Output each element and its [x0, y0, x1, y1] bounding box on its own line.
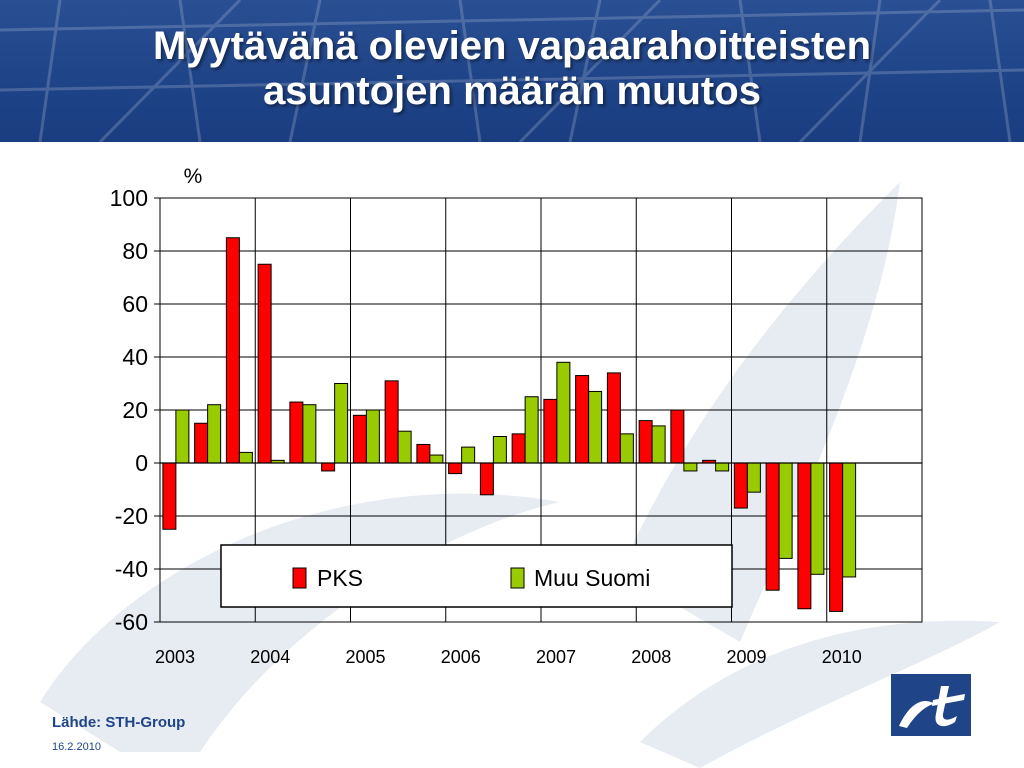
bar-pks	[797, 462, 812, 610]
legend-label-muu-suomi: Muu Suomi	[534, 565, 650, 591]
slide-date: 16.2.2010	[52, 741, 101, 753]
y-tick-label: 40	[122, 344, 148, 370]
bar-pks	[416, 443, 431, 464]
bar-pks	[479, 462, 494, 496]
bar-muu-suomi	[810, 462, 825, 575]
bar-muu-suomi	[429, 454, 444, 464]
bar-muu-suomi	[746, 462, 761, 493]
bar-muu-suomi	[207, 404, 222, 464]
bar-muu-suomi	[683, 462, 698, 472]
bar-pks	[638, 420, 653, 464]
y-axis-tick-labels: 100 80 60 40 20 0 -20 -40 -60	[110, 185, 148, 635]
bar-pks	[448, 462, 463, 475]
x-tick-label: 2009	[726, 647, 766, 667]
bar-muu-suomi	[238, 451, 253, 464]
bar-muu-suomi	[365, 409, 380, 464]
bar-pks	[352, 414, 367, 464]
x-tick-label: 2005	[345, 647, 385, 667]
y-tick-label: 0	[135, 450, 148, 476]
bar-muu-suomi	[524, 396, 539, 464]
x-axis-tick-labels: 2003 2004 2005 2006 2007 2008 2009 2010	[155, 647, 862, 667]
bar-muu-suomi	[715, 462, 730, 472]
bar-muu-suomi	[619, 433, 634, 464]
y-tick-label: -20	[115, 503, 148, 529]
bar-muu-suomi	[334, 383, 349, 464]
bar-pks	[384, 380, 399, 464]
y-tick-label: -40	[115, 556, 148, 582]
source-note: Lähde: STH-Group	[52, 714, 186, 731]
bar-pks	[829, 462, 844, 612]
header-background-pattern	[0, 0, 1024, 142]
bar-muu-suomi	[588, 390, 603, 464]
bar-pks	[257, 263, 272, 464]
y-tick-label: 80	[122, 238, 148, 264]
page-title: Myytävänä olevien vapaarahoitteisten asu…	[0, 24, 1024, 114]
chart-legend: PKS Muu Suomi	[220, 544, 733, 608]
bar-pks	[225, 237, 240, 464]
x-tick-label: 2010	[822, 647, 862, 667]
x-tick-label: 2004	[250, 647, 290, 667]
bar-pks	[321, 462, 336, 472]
title-line-2: asuntojen määrän muutos	[263, 69, 761, 113]
y-axis-unit-label: %	[184, 165, 203, 188]
bar-pks	[765, 462, 780, 591]
x-tick-label: 2007	[536, 647, 576, 667]
title-line-1: Myytävänä olevien vapaarahoitteisten	[152, 24, 872, 68]
x-tick-label: 2008	[631, 647, 671, 667]
bar-pks	[543, 398, 558, 464]
bar-muu-suomi	[461, 446, 476, 464]
slide-header: Myytävänä olevien vapaarahoitteisten asu…	[0, 0, 1024, 142]
bar-muu-suomi	[842, 462, 857, 578]
bar-pks	[670, 409, 685, 464]
background-watermark	[40, 182, 1000, 768]
bar-pks	[511, 433, 526, 464]
bar-muu-suomi	[778, 462, 793, 559]
x-tick-label: 2003	[155, 647, 195, 667]
y-tick-label: -60	[115, 609, 148, 635]
bar-muu-suomi	[302, 404, 317, 464]
bar-muu-suomi	[397, 430, 412, 464]
y-tick-label: 100	[110, 185, 148, 211]
y-tick-label: 20	[122, 397, 148, 423]
chart-axes	[154, 197, 922, 623]
sth-logo-icon	[891, 674, 971, 736]
x-tick-label: 2006	[441, 647, 481, 667]
bar-pks	[289, 401, 304, 464]
bar-pks	[162, 462, 177, 530]
bar-pks	[733, 462, 748, 509]
legend-swatch-pks	[292, 567, 307, 589]
y-tick-label: 60	[122, 291, 148, 317]
bar-pks	[194, 422, 209, 464]
bar-muu-suomi	[651, 425, 666, 464]
bar-muu-suomi	[492, 436, 507, 464]
bar-pks	[575, 375, 590, 464]
bar-muu-suomi	[556, 361, 571, 464]
legend-label-pks: PKS	[317, 565, 363, 591]
bar-muu-suomi	[175, 409, 190, 464]
bar-pks	[606, 372, 621, 464]
legend-swatch-muu-suomi	[510, 567, 525, 589]
